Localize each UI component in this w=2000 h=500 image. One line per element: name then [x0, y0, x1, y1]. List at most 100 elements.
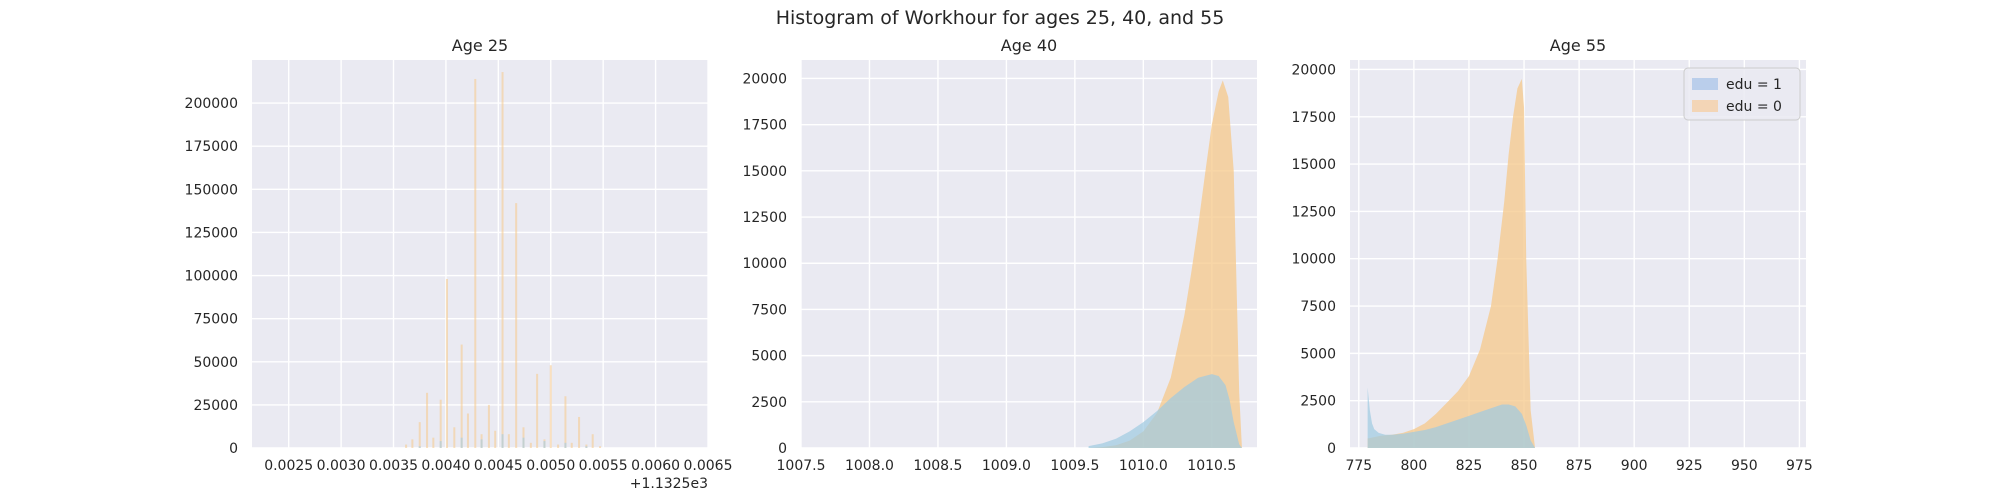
figure-title: Histogram of Workhour for ages 25, 40, a… — [776, 7, 1225, 29]
bar-edu-0 — [549, 365, 552, 448]
bar-edu-0 — [570, 442, 573, 448]
bar-edu-1 — [418, 446, 421, 448]
legend-label-edu-0: edu = 0 — [1726, 99, 1782, 115]
y-tick-label: 15000 — [1291, 157, 1336, 173]
x-tick-label: 0.0035 — [369, 458, 418, 474]
y-tick-label: 0 — [1327, 441, 1336, 457]
y-tick-label: 12500 — [742, 210, 787, 226]
y-tick-label: 2500 — [1300, 394, 1336, 410]
x-tick-label: 0.0060 — [631, 458, 680, 474]
bar-edu-0 — [529, 442, 532, 448]
x-tick-label: 875 — [1566, 458, 1593, 474]
y-tick-label: 5000 — [1300, 346, 1336, 362]
x-tick-label: 825 — [1456, 458, 1483, 474]
y-tick-label: 0 — [778, 441, 787, 457]
bar-edu-1 — [543, 441, 546, 448]
y-tick-label: 7500 — [751, 302, 787, 318]
y-tick-label: 5000 — [751, 349, 787, 365]
area-edu-0 — [1367, 78, 1536, 449]
bar-edu-0 — [536, 373, 539, 448]
bar-edu-1 — [480, 439, 483, 448]
panel-age-40: 1007.5 1008.0 1008.5 1009.0 1009.5 1010.0 1010… — [742, 36, 1257, 474]
x-tick-label: 1009.0 — [982, 458, 1031, 474]
bar-edu-1 — [522, 437, 525, 448]
x-tick-label: 1007.5 — [777, 458, 826, 474]
y-tick-label: 200000 — [185, 96, 238, 112]
bar-edu-1 — [439, 441, 442, 448]
area-edu-1 — [1088, 374, 1242, 448]
plot-background — [252, 60, 708, 448]
legend-swatch-edu-1 — [1692, 78, 1718, 90]
x-tick-label: 1010.0 — [1119, 458, 1168, 474]
bar-edu-0 — [515, 203, 518, 448]
y-tick-label: 20000 — [1291, 62, 1336, 78]
bar-edu-0 — [439, 399, 442, 448]
panel-title-age-25: Age 25 — [452, 36, 508, 55]
y-tick-label: 15000 — [742, 164, 787, 180]
bar-edu-0 — [453, 427, 456, 448]
y-tick-label: 7500 — [1300, 299, 1336, 315]
y-tick-label: 17500 — [742, 118, 787, 134]
y-tick-label: 25000 — [193, 398, 238, 414]
area-edu-1 — [1367, 387, 1536, 448]
bar-edu-0 — [411, 439, 414, 448]
bar-edu-1 — [460, 437, 463, 448]
area-edu-0 — [1088, 80, 1242, 449]
x-tick-label: 0.0025 — [264, 458, 313, 474]
x-tick-label: 1010.5 — [1187, 458, 1236, 474]
y-tick-label: 175000 — [185, 139, 238, 155]
panel-age-25: 0.0025 0.0030 0.0035 0.0040 0.0045 0.0050 0.00… — [185, 36, 733, 492]
y-tick-label: 50000 — [193, 355, 238, 371]
bar-edu-0 — [494, 430, 497, 448]
bar-edu-0 — [599, 446, 602, 448]
y-tick-label: 2500 — [751, 395, 787, 411]
y-tick-label: 20000 — [742, 71, 787, 87]
x-tick-label: 1008.5 — [913, 458, 962, 474]
y-tick-label: 0 — [229, 441, 238, 457]
legend-label-edu-1: edu = 1 — [1726, 77, 1782, 93]
x-tick-label: 850 — [1511, 458, 1538, 474]
bar-edu-0 — [460, 344, 463, 448]
bar-edu-0 — [507, 434, 510, 448]
x-tick-label: 975 — [1786, 458, 1813, 474]
bar-edu-0 — [466, 413, 469, 448]
x-tick-label: 900 — [1621, 458, 1648, 474]
y-tick-label: 125000 — [185, 225, 238, 241]
x-tick-label: 950 — [1731, 458, 1758, 474]
x-tick-label: 1008.0 — [845, 458, 894, 474]
bar-edu-1 — [585, 446, 588, 448]
bar-edu-0 — [474, 78, 477, 449]
bar-edu-0 — [501, 72, 504, 449]
y-tick-label: 150000 — [185, 182, 238, 198]
bar-edu-0 — [426, 392, 429, 448]
legend-swatch-edu-0 — [1692, 100, 1718, 112]
panel-title-age-55: Age 55 — [1550, 36, 1606, 55]
bar-edu-0 — [445, 279, 448, 448]
bar-edu-0 — [418, 422, 421, 448]
x-tick-label: 0.0030 — [317, 458, 366, 474]
bar-edu-0 — [487, 404, 490, 448]
legend: edu = 1 edu = 0 — [1683, 67, 1801, 121]
panel-title-age-40: Age 40 — [1001, 36, 1057, 55]
x-tick-label: 0.0045 — [474, 458, 523, 474]
bar-edu-0 — [578, 416, 581, 448]
bar-edu-0 — [432, 437, 435, 448]
y-tick-label: 12500 — [1291, 204, 1336, 220]
y-tick-label: 75000 — [193, 312, 238, 328]
y-tick-label: 10000 — [742, 256, 787, 272]
x-tick-label: 0.0055 — [579, 458, 628, 474]
x-offset-label: +1.1325e3 — [630, 476, 708, 492]
bar-edu-0 — [564, 396, 567, 448]
y-tick-label: 10000 — [1291, 252, 1336, 268]
y-tick-label: 17500 — [1291, 110, 1336, 126]
bar-edu-1 — [501, 434, 504, 448]
plot-background — [1350, 60, 1806, 448]
x-tick-label: 0.0050 — [526, 458, 575, 474]
bar-edu-1 — [564, 442, 567, 448]
bar-edu-0 — [557, 444, 560, 448]
bar-edu-0 — [405, 444, 408, 448]
x-tick-label: 775 — [1345, 458, 1372, 474]
x-tick-label: 1009.5 — [1050, 458, 1099, 474]
x-tick-label: 0.0065 — [684, 458, 733, 474]
